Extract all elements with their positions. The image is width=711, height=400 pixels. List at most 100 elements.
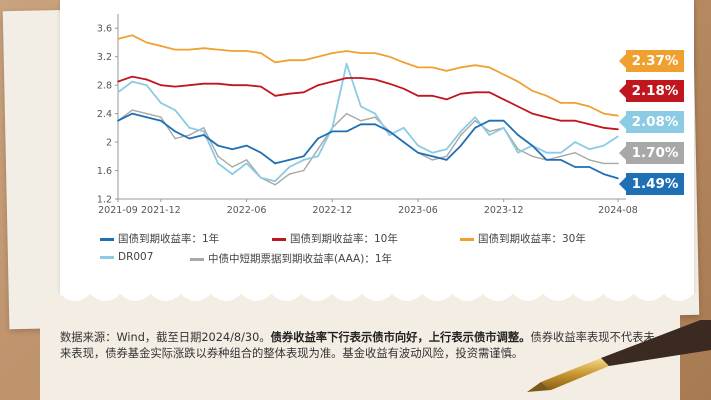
legend-item: 国债到期收益率：10年: [272, 231, 398, 246]
data-point: [260, 85, 262, 88]
data-point: [160, 102, 162, 104]
data-point: [302, 159, 305, 161]
data-point: [460, 134, 462, 136]
data-point: [302, 91, 305, 94]
data-point: [502, 73, 505, 76]
data-point: [488, 119, 491, 122]
legend-item: 国债到期收益率：1年: [100, 231, 219, 246]
data-point: [188, 127, 191, 129]
data-point: [331, 130, 334, 133]
data-point: [317, 55, 319, 58]
data-point: [588, 123, 591, 126]
y-tick-label: 2.4: [97, 109, 112, 120]
data-point: [231, 148, 234, 150]
disclaimer-note: 数据来源：Wind，截至日期2024/8/30。债券收益率下行表示债市向好，上行…: [60, 330, 660, 362]
data-point: [260, 151, 262, 154]
data-point: [431, 66, 434, 69]
data-point: [317, 137, 319, 140]
data-point: [160, 116, 162, 118]
data-point: [445, 98, 448, 101]
data-point: [502, 98, 505, 101]
data-point: [345, 63, 348, 65]
x-tick-label: 2021-12: [141, 205, 181, 216]
y-tick-label: 1.6: [97, 166, 112, 177]
data-point: [202, 134, 205, 136]
data-point: [374, 116, 376, 118]
data-point: [374, 52, 376, 54]
data-point: [588, 159, 591, 161]
data-point: [431, 159, 434, 161]
data-point: [460, 130, 462, 133]
data-point: [231, 166, 234, 168]
legend-label: 中债中短期票据到期收益率(AAA)：1年: [208, 253, 393, 265]
data-point: [560, 155, 562, 158]
x-tick-label: 2024-08: [598, 205, 638, 216]
end-value-badge: 1.49%: [619, 173, 684, 195]
data-point: [417, 66, 419, 69]
data-point: [260, 176, 262, 179]
series-line: [117, 34, 619, 117]
data-point: [617, 177, 619, 180]
data-point: [360, 52, 362, 54]
data-point: [531, 155, 534, 158]
data-point: [117, 91, 119, 94]
data-point: [588, 166, 591, 168]
data-point: [488, 66, 491, 69]
data-point: [345, 77, 348, 79]
data-point: [245, 162, 248, 165]
x-tick-label: 2021-09: [98, 205, 138, 216]
data-point: [331, 52, 334, 54]
scalloped-edge: [60, 282, 694, 301]
data-point: [445, 159, 448, 161]
x-tick-label: 2022-12: [312, 205, 352, 216]
data-point: [574, 102, 576, 104]
data-point: [331, 127, 334, 129]
data-point: [545, 95, 548, 97]
data-point: [531, 144, 534, 147]
data-point: [188, 48, 191, 51]
data-point: [288, 92, 291, 95]
data-point: [402, 141, 405, 143]
y-tick-label: 2: [106, 138, 112, 149]
data-point: [345, 112, 348, 115]
data-point: [274, 61, 276, 64]
data-point: [445, 70, 448, 72]
data-point: [560, 102, 562, 104]
data-point: [574, 141, 576, 143]
note-suffix: 债券收益率表现不代表未来表现，债券基金实际涨跌以券种组合的整体表现为准。基金收益…: [60, 331, 655, 360]
data-point: [231, 173, 234, 175]
data-point: [602, 162, 605, 165]
data-point: [202, 82, 205, 85]
data-point: [360, 105, 362, 108]
data-point: [202, 130, 205, 133]
data-point: [588, 105, 591, 108]
data-point: [474, 116, 476, 118]
data-point: [174, 48, 176, 51]
data-point: [145, 84, 148, 86]
data-point: [417, 144, 419, 147]
data-point: [145, 41, 148, 44]
legend-label: 国债到期收益率：30年: [478, 233, 586, 245]
data-point: [402, 87, 405, 90]
data-point: [288, 173, 291, 175]
data-point: [274, 162, 276, 165]
x-tick-label: 2023-06: [398, 205, 438, 216]
data-point: [545, 151, 548, 154]
data-point: [188, 134, 191, 136]
legend-label: 国债到期收益率：10年: [290, 233, 398, 245]
legend-swatch: [100, 237, 114, 241]
legend-swatch: [460, 237, 474, 241]
data-point: [260, 52, 262, 54]
data-point: [160, 119, 162, 122]
data-point: [288, 59, 291, 62]
data-point: [274, 95, 276, 97]
data-point: [560, 119, 562, 122]
data-point: [488, 134, 491, 136]
data-point: [231, 84, 234, 86]
data-point: [388, 130, 391, 133]
data-point: [474, 127, 476, 129]
data-point: [560, 151, 562, 154]
data-point: [345, 130, 348, 133]
end-value-badge: 1.70%: [619, 142, 684, 164]
data-point: [131, 34, 134, 37]
